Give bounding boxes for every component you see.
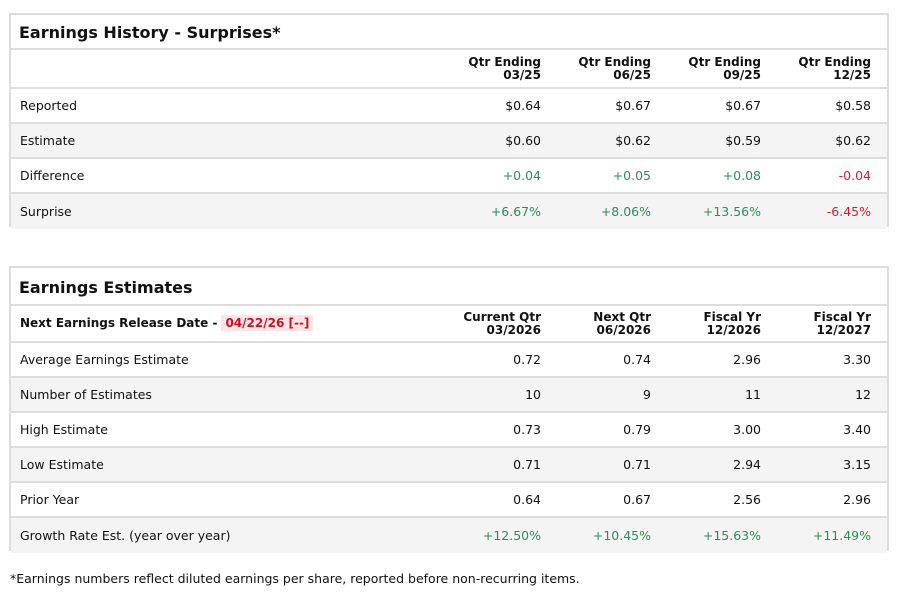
value-cell: 0.71	[623, 457, 651, 472]
table-row: Prior Year 0.64 0.67 2.56 2.96	[11, 483, 887, 518]
value-cell: $0.62	[615, 133, 651, 148]
next-release: Next Earnings Release Date -04/22/26 [--…	[11, 315, 439, 331]
value-cell: $0.58	[835, 98, 871, 113]
column-header: Qtr Ending 03/25	[468, 54, 541, 82]
value-cell: 0.67	[623, 492, 651, 507]
value-cell: +0.05	[612, 168, 651, 183]
table-row: High Estimate 0.73 0.79 3.00 3.40	[11, 413, 887, 448]
column-header: Fiscal Yr 12/2027	[813, 309, 871, 337]
value-cell: 0.72	[513, 352, 541, 367]
value-cell: -0.04	[838, 168, 871, 183]
value-cell: +0.08	[722, 168, 761, 183]
value-cell: $0.67	[615, 98, 651, 113]
value-cell: +11.49%	[812, 528, 871, 543]
table-row: Difference +0.04 +0.05 +0.08 -0.04	[11, 159, 887, 194]
column-header: Fiscal Yr 12/2026	[703, 309, 761, 337]
row-label: Low Estimate	[20, 457, 104, 472]
value-cell: 3.15	[843, 457, 871, 472]
row-label: Reported	[20, 98, 78, 113]
earnings-estimates-table: Earnings Estimates Next Earnings Release…	[9, 266, 889, 553]
value-cell: +12.50%	[482, 528, 541, 543]
value-cell: 3.30	[843, 352, 871, 367]
value-cell: 0.64	[513, 492, 541, 507]
footnote: *Earnings numbers reflect diluted earnin…	[10, 571, 580, 586]
value-cell: $0.59	[725, 133, 761, 148]
value-cell: $0.64	[505, 98, 541, 113]
header-row: Qtr Ending 03/25 Qtr Ending 06/25 Qtr Endi…	[11, 50, 887, 89]
table-row: Reported $0.64 $0.67 $0.67 $0.58	[11, 89, 887, 124]
table-row: Growth Rate Est. (year over year) +12.50%…	[11, 518, 887, 553]
value-cell: 2.94	[733, 457, 761, 472]
value-cell: +13.56%	[702, 204, 761, 219]
table-title: Earnings History - Surprises*	[11, 15, 887, 50]
row-label: Prior Year	[20, 492, 80, 507]
value-cell: 12	[855, 387, 871, 402]
value-cell: 3.00	[733, 422, 761, 437]
table-row: Average Earnings Estimate 0.72 0.74 2.96 3.3…	[11, 343, 887, 378]
table-row: Number of Estimates 10 9 11 12	[11, 378, 887, 413]
value-cell: 3.40	[843, 422, 871, 437]
value-cell: 9	[643, 387, 651, 402]
release-label: Next Earnings Release Date -	[20, 316, 218, 330]
value-cell: 11	[745, 387, 761, 402]
value-cell: 2.96	[843, 492, 871, 507]
value-cell: +10.45%	[592, 528, 651, 543]
release-date-badge: 04/22/26 [--]	[221, 315, 314, 331]
value-cell: 0.71	[513, 457, 541, 472]
value-cell: $0.62	[835, 133, 871, 148]
row-label: Average Earnings Estimate	[20, 352, 189, 367]
value-cell: 10	[525, 387, 541, 402]
value-cell: $0.67	[725, 98, 761, 113]
row-label: Number of Estimates	[20, 387, 152, 402]
table-row: Estimate $0.60 $0.62 $0.59 $0.62	[11, 124, 887, 159]
value-cell: 0.73	[513, 422, 541, 437]
value-cell: +0.04	[502, 168, 541, 183]
row-label: Estimate	[20, 133, 76, 148]
value-cell: 2.56	[733, 492, 761, 507]
value-cell: -6.45%	[826, 204, 871, 219]
value-cell: 2.96	[733, 352, 761, 367]
row-label: Surprise	[20, 204, 72, 219]
column-header: Qtr Ending 06/25	[578, 54, 651, 82]
value-cell: +8.06%	[600, 204, 651, 219]
table-row: Low Estimate 0.71 0.71 2.94 3.15	[11, 448, 887, 483]
row-label: Difference	[20, 168, 85, 183]
header-row: Next Earnings Release Date -04/22/26 [--…	[11, 306, 887, 343]
value-cell: +15.63%	[702, 528, 761, 543]
table-row: Surprise +6.67% +8.06% +13.56% -6.45%	[11, 194, 887, 229]
earnings-history-table: Earnings History - Surprises* Qtr Ending…	[9, 13, 889, 229]
row-label: Growth Rate Est. (year over year)	[20, 528, 231, 543]
table-title: Earnings Estimates	[11, 268, 887, 306]
value-cell: 0.79	[623, 422, 651, 437]
row-label: High Estimate	[20, 422, 108, 437]
column-header: Next Qtr 06/2026	[593, 309, 651, 337]
column-header: Qtr Ending 09/25	[688, 54, 761, 82]
value-cell: $0.60	[505, 133, 541, 148]
value-cell: +6.67%	[490, 204, 541, 219]
column-header: Current Qtr 03/2026	[463, 309, 541, 337]
value-cell: 0.74	[623, 352, 651, 367]
column-header: Qtr Ending 12/25	[798, 54, 871, 82]
